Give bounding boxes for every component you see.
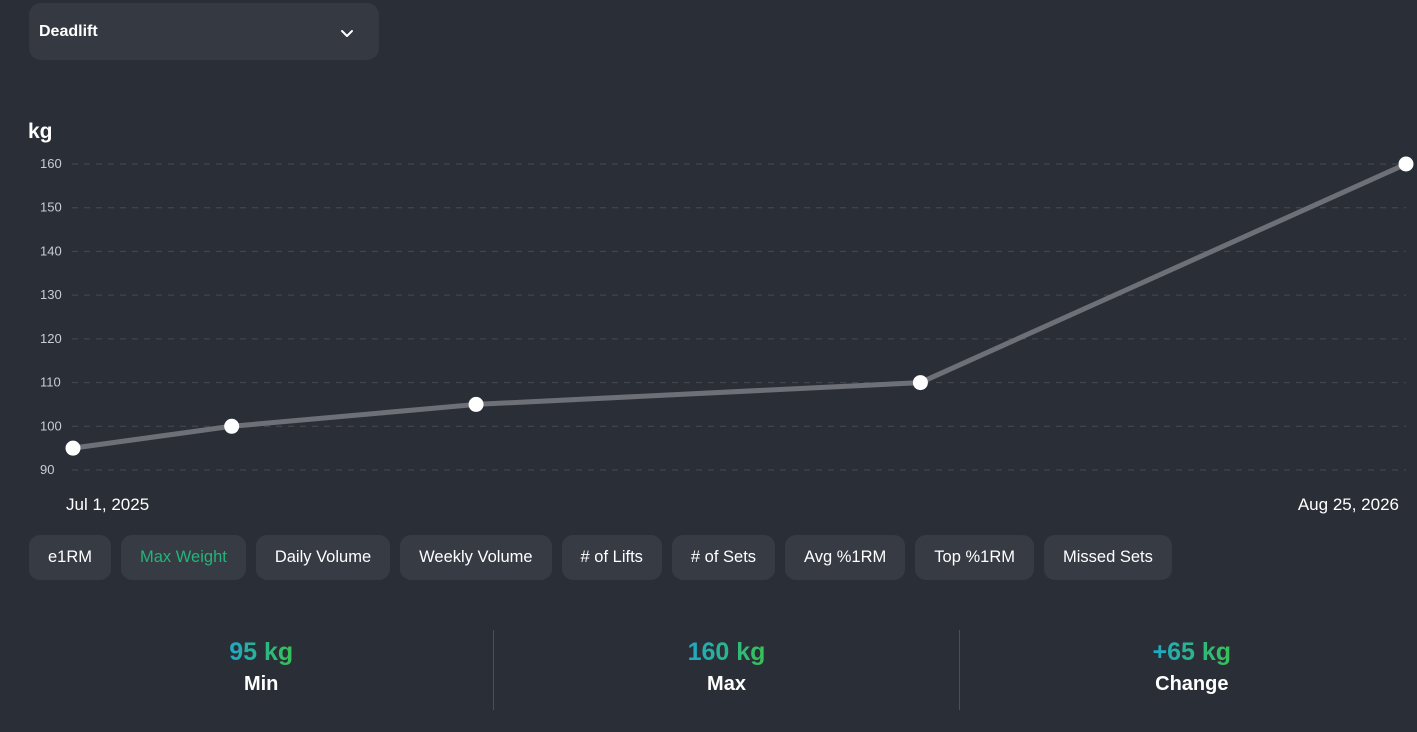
stats-summary: 95 kg Min 160 kg Max +65 kg Change: [29, 630, 1417, 710]
tab-e1rm[interactable]: e1RM: [29, 535, 112, 580]
data-point[interactable]: [468, 396, 484, 412]
y-tick-label: 130: [40, 287, 62, 302]
y-tick-label: 110: [40, 375, 61, 390]
tab-of-lifts[interactable]: # of Lifts: [561, 535, 662, 580]
data-point[interactable]: [224, 418, 240, 434]
exercise-selector-value: Deadlift: [39, 23, 98, 40]
y-tick-label: 120: [40, 331, 62, 346]
max-weight-line-chart: 90 100 110 120 130 140 150 160: [40, 156, 1414, 477]
tab-missed-sets[interactable]: Missed Sets: [1043, 535, 1172, 580]
exercise-selector[interactable]: Deadlift: [29, 3, 379, 60]
data-point[interactable]: [1398, 156, 1414, 172]
y-tick-label: 160: [40, 156, 62, 171]
y-axis-unit-label: kg: [28, 120, 53, 143]
stat-min-label: Min: [243, 673, 279, 695]
tab-max-weight[interactable]: Max Weight: [121, 535, 246, 580]
tab-avg-1rm[interactable]: Avg %1RM: [785, 535, 906, 580]
chevron-down-icon: [341, 30, 353, 37]
x-axis-end-date: Aug 25, 2026: [1297, 495, 1399, 514]
stat-change-value: +65 kg: [1152, 638, 1232, 666]
stat-change: +65 kg Change: [960, 630, 1417, 710]
chart-series-line: [70, 161, 1409, 451]
x-axis-start-date: Jul 1, 2025: [66, 495, 150, 514]
y-tick-label: 150: [40, 200, 62, 215]
stat-min: 95 kg Min: [29, 630, 495, 710]
stat-min-value: 95 kg: [229, 638, 294, 666]
y-tick-label: 140: [40, 243, 62, 258]
series-line: [70, 161, 1409, 451]
tab-of-sets[interactable]: # of Sets: [671, 535, 776, 580]
tab-weekly-volume[interactable]: Weekly Volume: [400, 535, 552, 580]
tab-daily-volume[interactable]: Daily Volume: [255, 535, 391, 580]
y-tick-label: 100: [40, 418, 62, 433]
chart-points: [65, 156, 1414, 456]
tab-top-1rm[interactable]: Top %1RM: [915, 535, 1034, 580]
stat-max-label: Max: [707, 673, 746, 695]
stat-max: 160 kg Max: [494, 630, 960, 710]
data-point[interactable]: [65, 440, 81, 456]
stat-max-value: 160 kg: [687, 638, 766, 666]
data-point[interactable]: [912, 375, 928, 391]
metric-tabs: e1RM Max Weight Daily Volume Weekly Volume #…: [29, 535, 1172, 580]
y-tick-label: 90: [40, 462, 54, 477]
stat-change-label: Change: [1155, 673, 1229, 695]
chart-y-ticks: 90 100 110 120 130 140 150 160: [40, 156, 62, 477]
